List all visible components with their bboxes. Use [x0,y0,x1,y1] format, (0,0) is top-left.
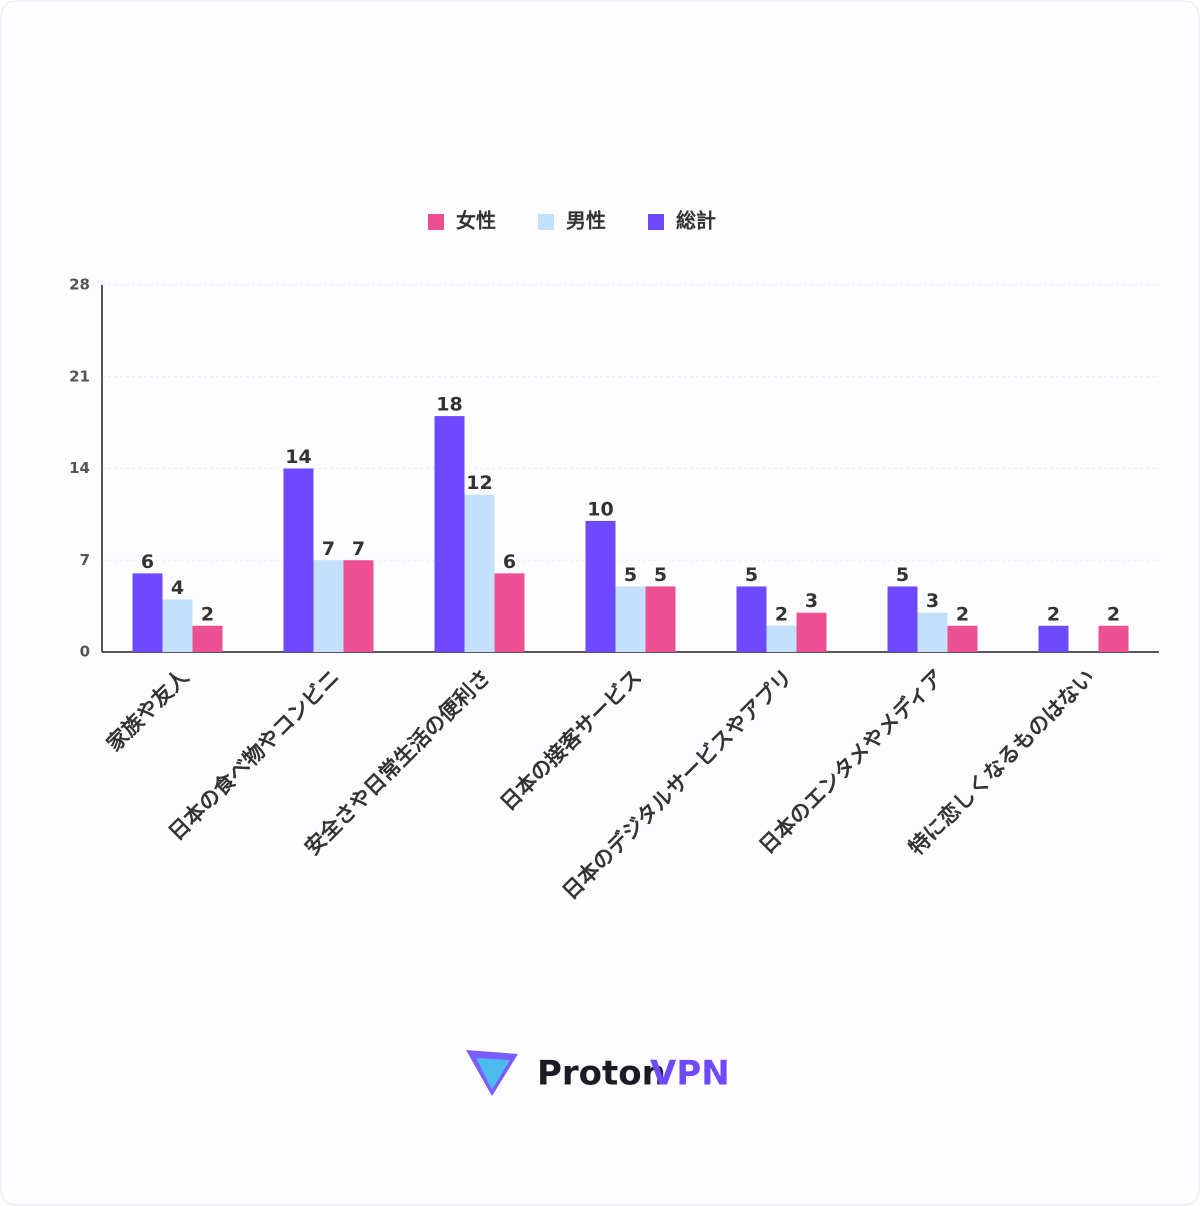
bar [615,586,646,652]
value-label: 2 [1047,603,1060,625]
value-label: 2 [775,603,788,625]
bar [736,586,767,652]
logo-product: VPN [650,1054,730,1094]
value-label: 5 [654,564,667,586]
bar [494,573,525,652]
y-tick-label: 7 [80,551,90,569]
bar [796,612,827,652]
value-label: 10 [587,498,613,520]
legend-label: 総計 [676,209,716,233]
y-tick-label: 21 [69,367,90,385]
bar [132,573,163,652]
bar [1098,625,1129,652]
bar [162,599,193,652]
bar [283,468,314,652]
value-label: 3 [926,590,939,612]
bar [343,560,374,652]
logo-icon-inner [476,1058,510,1090]
value-label: 14 [285,446,311,468]
legend-swatch [648,214,664,230]
bar [313,560,344,652]
value-label: 18 [436,394,462,416]
bar [645,586,676,652]
legend-swatch [538,214,554,230]
value-label: 2 [956,603,969,625]
bar [917,612,948,652]
legend-label: 女性 [456,209,496,233]
legend-swatch [428,214,444,230]
legend-label: 男性 [566,209,606,233]
value-label: 6 [141,551,154,573]
y-tick-label: 14 [69,459,90,477]
bar [766,625,797,652]
value-label: 7 [352,538,365,560]
bar [192,625,223,652]
value-label: 6 [503,551,516,573]
value-label: 2 [201,603,214,625]
logo-name: Proton [537,1054,666,1094]
bar [887,586,918,652]
y-tick-label: 28 [69,276,90,294]
bar [434,416,465,652]
value-label: 2 [1107,603,1120,625]
bar [464,494,495,652]
bar [585,520,616,652]
y-tick-label: 0 [80,643,90,661]
value-label: 5 [745,564,758,586]
value-label: 3 [805,590,818,612]
value-label: 12 [466,472,492,494]
value-label: 7 [322,538,335,560]
value-label: 4 [171,577,184,599]
bar [947,625,978,652]
bar [1038,625,1069,652]
value-label: 5 [624,564,637,586]
value-label: 5 [896,564,909,586]
logo: Proton VPN [466,1050,730,1096]
